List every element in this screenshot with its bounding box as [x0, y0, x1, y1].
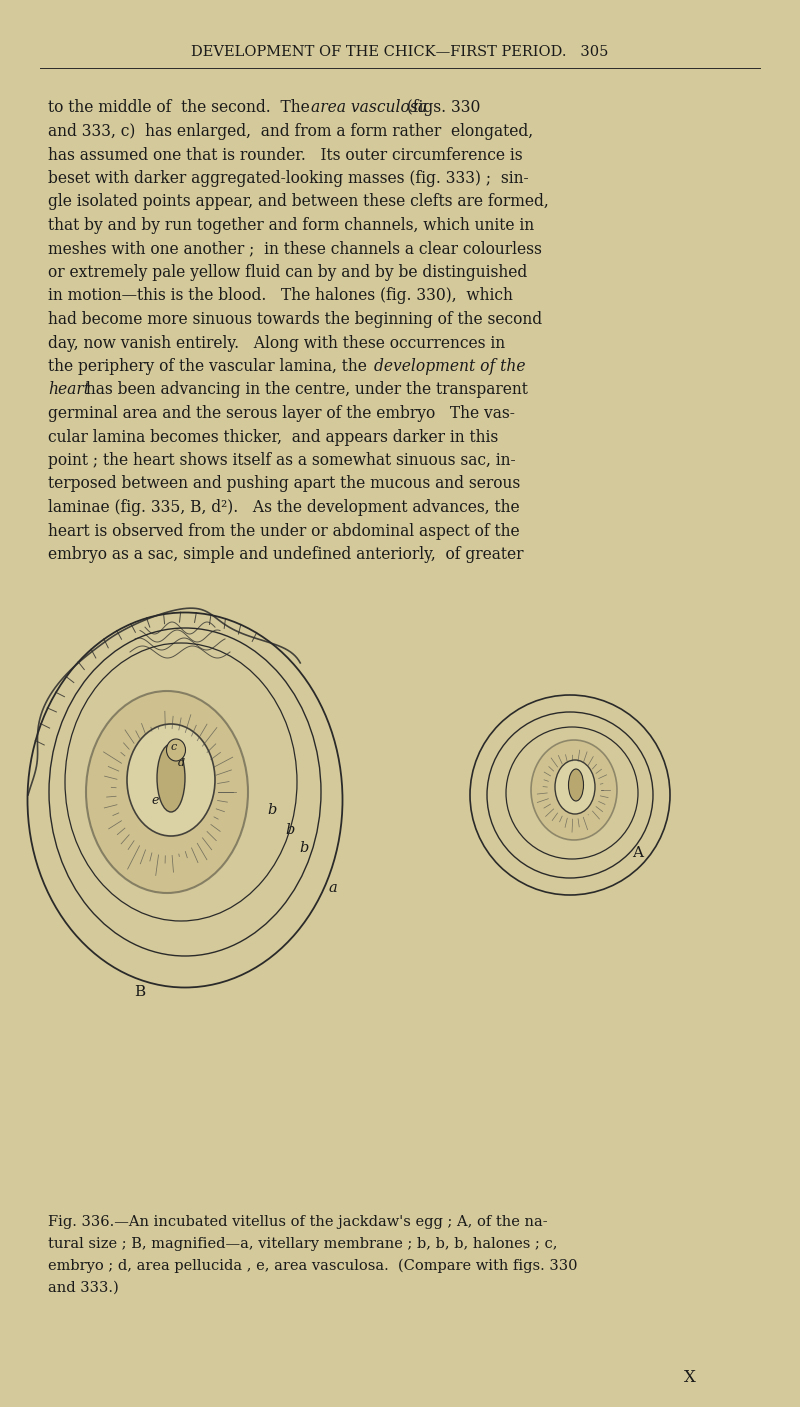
Ellipse shape: [86, 691, 248, 893]
Text: day, now vanish entirely.   Along with these occurrences in: day, now vanish entirely. Along with the…: [48, 335, 505, 352]
Ellipse shape: [127, 725, 215, 836]
Text: (figs. 330: (figs. 330: [397, 100, 480, 117]
Ellipse shape: [569, 770, 583, 801]
Text: d: d: [178, 758, 185, 768]
Text: gle isolated points appear, and between these clefts are formed,: gle isolated points appear, and between …: [48, 194, 549, 211]
Text: a: a: [329, 881, 338, 895]
Text: b: b: [285, 823, 294, 837]
Text: or extremely pale yellow fluid can by and by be distinguished: or extremely pale yellow fluid can by an…: [48, 265, 527, 281]
Text: development of the: development of the: [374, 357, 526, 376]
Text: b: b: [267, 803, 276, 817]
Text: the periphery of the vascular lamina, the: the periphery of the vascular lamina, th…: [48, 357, 372, 376]
Text: cular lamina becomes thicker,  and appears darker in this: cular lamina becomes thicker, and appear…: [48, 429, 498, 446]
Text: heart is observed from the under or abdominal aspect of the: heart is observed from the under or abdo…: [48, 522, 520, 539]
Text: point ; the heart shows itself as a somewhat sinuous sac, in-: point ; the heart shows itself as a some…: [48, 452, 516, 469]
Text: b: b: [299, 841, 308, 855]
Text: e: e: [151, 794, 158, 806]
Text: heart: heart: [48, 381, 90, 398]
Text: B: B: [134, 985, 146, 999]
Text: tural size ; B, magnified—a, vitellary membrane ; b, b, b, halones ; c,: tural size ; B, magnified—a, vitellary m…: [48, 1237, 558, 1251]
Ellipse shape: [555, 760, 595, 815]
Text: terposed between and pushing apart the mucous and serous: terposed between and pushing apart the m…: [48, 476, 520, 492]
Text: has assumed one that is rounder.   Its outer circumference is: has assumed one that is rounder. Its out…: [48, 146, 522, 163]
Text: X: X: [684, 1369, 696, 1386]
Text: that by and by run together and form channels, which unite in: that by and by run together and form cha…: [48, 217, 534, 234]
Ellipse shape: [531, 740, 617, 840]
Text: laminae (fig. 335, B, d²).   As the development advances, the: laminae (fig. 335, B, d²). As the develo…: [48, 499, 520, 516]
Text: to the middle of  the second.  The: to the middle of the second. The: [48, 100, 314, 117]
Text: DEVELOPMENT OF THE CHICK—FIRST PERIOD.   305: DEVELOPMENT OF THE CHICK—FIRST PERIOD. 3…: [191, 45, 609, 59]
Text: c: c: [171, 741, 177, 751]
Text: meshes with one another ;  in these channels a clear colourless: meshes with one another ; in these chann…: [48, 241, 542, 257]
Text: in motion—this is the blood.   The halones (fig. 330),  which: in motion—this is the blood. The halones…: [48, 287, 513, 304]
Text: embryo as a sac, simple and undefined anteriorly,  of greater: embryo as a sac, simple and undefined an…: [48, 546, 523, 563]
Text: and 333.): and 333.): [48, 1280, 118, 1294]
Text: and 333, c)  has enlarged,  and from a form rather  elongated,: and 333, c) has enlarged, and from a for…: [48, 122, 533, 141]
Text: had become more sinuous towards the beginning of the second: had become more sinuous towards the begi…: [48, 311, 542, 328]
Text: A: A: [633, 846, 643, 860]
Text: area vasculosa: area vasculosa: [311, 100, 427, 117]
Text: germinal area and the serous layer of the embryo   The vas-: germinal area and the serous layer of th…: [48, 405, 515, 422]
Text: Fig. 336.—An incubated vitellus of the jackdaw's egg ; A, of the na-: Fig. 336.—An incubated vitellus of the j…: [48, 1216, 548, 1228]
Text: has been advancing in the centre, under the transparent: has been advancing in the centre, under …: [81, 381, 528, 398]
Ellipse shape: [166, 739, 186, 761]
Text: beset with darker aggregated-looking masses (fig. 333) ;  sin-: beset with darker aggregated-looking mas…: [48, 170, 529, 187]
Ellipse shape: [157, 744, 185, 812]
Text: embryo ; d, area pellucida , e, area vasculosa.  (Compare with figs. 330: embryo ; d, area pellucida , e, area vas…: [48, 1259, 578, 1273]
